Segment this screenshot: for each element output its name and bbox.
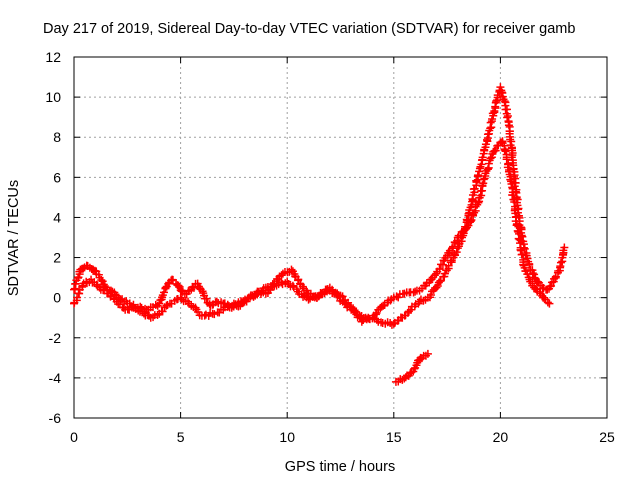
data-point: [97, 276, 106, 285]
data-point: [547, 282, 556, 291]
data-point: [472, 176, 481, 185]
data-point: [503, 113, 512, 122]
data-point: [427, 275, 436, 284]
y-tick-label: 6: [53, 169, 61, 185]
y-axis-label: SDTVAR / TECUs: [6, 180, 22, 296]
data-point: [483, 165, 492, 174]
data-point: [223, 302, 232, 311]
axis-ticks: 0 5 10 15 20 25 -6 -4 -2 0 2 4 6 8 10 12: [45, 49, 615, 445]
data-point: [556, 258, 565, 267]
data-point: [520, 244, 529, 253]
data-point: [300, 291, 309, 300]
data-point: [470, 208, 479, 217]
y-tick-label: -2: [49, 330, 62, 346]
data-point: [304, 295, 313, 304]
data-point: [153, 310, 162, 319]
data-point: [467, 216, 476, 225]
x-tick-label: 20: [493, 429, 509, 445]
data-point: [177, 295, 186, 304]
data-point: [287, 265, 296, 274]
data-point: [545, 299, 554, 308]
data-point: [423, 349, 432, 358]
y-tick-label: 12: [45, 49, 61, 65]
x-tick-label: 10: [279, 429, 295, 445]
data-point: [448, 244, 457, 253]
x-tick-label: 5: [177, 429, 185, 445]
x-tick-label: 15: [386, 429, 402, 445]
data-point: [359, 316, 368, 325]
data-point: [512, 221, 521, 230]
data-point: [158, 307, 167, 316]
data-point: [350, 306, 359, 315]
data-point: [155, 299, 164, 308]
data-point: [501, 147, 510, 156]
data-point: [486, 118, 495, 127]
data-point: [478, 153, 487, 162]
data-points: [70, 83, 569, 386]
data-point: [506, 175, 515, 184]
data-point: [517, 250, 526, 259]
data-point: [134, 306, 143, 315]
y-tick-label: 0: [53, 290, 61, 306]
data-point: [463, 223, 472, 232]
data-point: [202, 294, 211, 303]
data-point: [470, 184, 479, 193]
data-point: [510, 198, 519, 207]
data-point: [500, 146, 509, 155]
data-point: [442, 266, 451, 275]
data-point: [435, 264, 444, 273]
y-tick-label: 4: [53, 209, 61, 225]
data-point: [414, 299, 423, 308]
grid: [74, 57, 607, 418]
data-point: [492, 97, 501, 106]
data-point: [474, 171, 483, 180]
data-point: [433, 282, 442, 291]
data-point: [432, 283, 441, 292]
data-point: [456, 231, 465, 240]
data-point: [426, 290, 435, 299]
plot-frame: [73, 56, 608, 419]
data-point: [357, 317, 366, 326]
data-point: [482, 135, 491, 144]
data-point: [389, 319, 398, 328]
y-tick-label: -6: [49, 410, 62, 426]
data-point: [159, 288, 168, 297]
chart-title: Day 217 of 2019, Sidereal Day-to-day VTE…: [43, 21, 575, 37]
data-point: [502, 155, 511, 164]
data-point: [528, 269, 537, 278]
data-point: [268, 282, 277, 291]
data-point: [174, 281, 183, 290]
y-tick-label: -4: [49, 370, 62, 386]
data-point: [560, 243, 569, 252]
y-tick-label: 10: [45, 89, 61, 105]
data-point: [452, 248, 461, 257]
y-tick-label: 2: [53, 250, 61, 266]
data-point: [543, 298, 552, 307]
y-tick-label: 8: [53, 129, 61, 145]
data-point: [540, 293, 549, 302]
data-point: [486, 154, 495, 163]
data-point: [175, 282, 184, 291]
data-point: [253, 290, 262, 299]
x-tick-label: 25: [599, 429, 615, 445]
x-tick-label: 0: [70, 429, 78, 445]
data-point: [411, 287, 420, 296]
data-point: [491, 146, 500, 155]
data-point: [449, 242, 458, 251]
x-axis-label: GPS time / hours: [285, 459, 395, 475]
